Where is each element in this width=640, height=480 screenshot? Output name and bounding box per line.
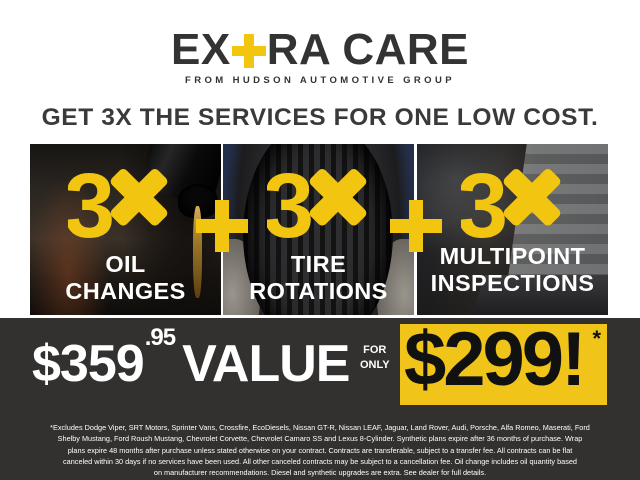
svg-text:3: 3 xyxy=(68,153,115,253)
svg-text:3: 3 xyxy=(461,153,508,253)
svg-text:3: 3 xyxy=(267,153,314,253)
